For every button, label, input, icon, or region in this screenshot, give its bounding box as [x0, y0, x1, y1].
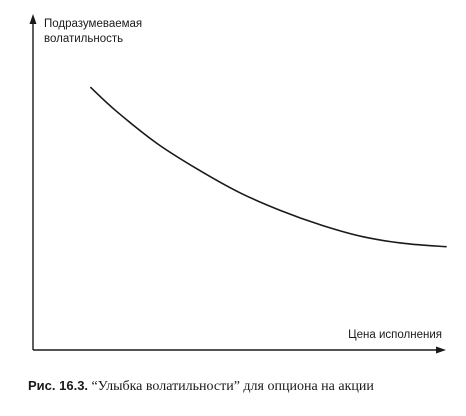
y-axis-label-line-1: Подразумеваемая — [44, 18, 142, 30]
caption-text: “Улыбка волатильности” для опциона на ак… — [88, 379, 374, 394]
y-axis-label: Подразумеваемая волатильность — [44, 18, 145, 45]
y-axis-label-line-2: волатильность — [44, 33, 123, 45]
y-axis-arrow-icon — [29, 14, 37, 24]
chart: Подразумеваемая волатильность Цена испол… — [29, 14, 447, 354]
figure-caption: Рис. 16.3. “Улыбка волатильности” для оп… — [28, 378, 458, 395]
volatility-smile-line — [90, 86, 447, 248]
caption-label: Рис. 16.3. — [28, 378, 89, 393]
series-layer — [90, 86, 447, 248]
x-axis-arrow-icon — [436, 346, 446, 354]
x-axis-label: Цена исполнения — [348, 329, 442, 341]
